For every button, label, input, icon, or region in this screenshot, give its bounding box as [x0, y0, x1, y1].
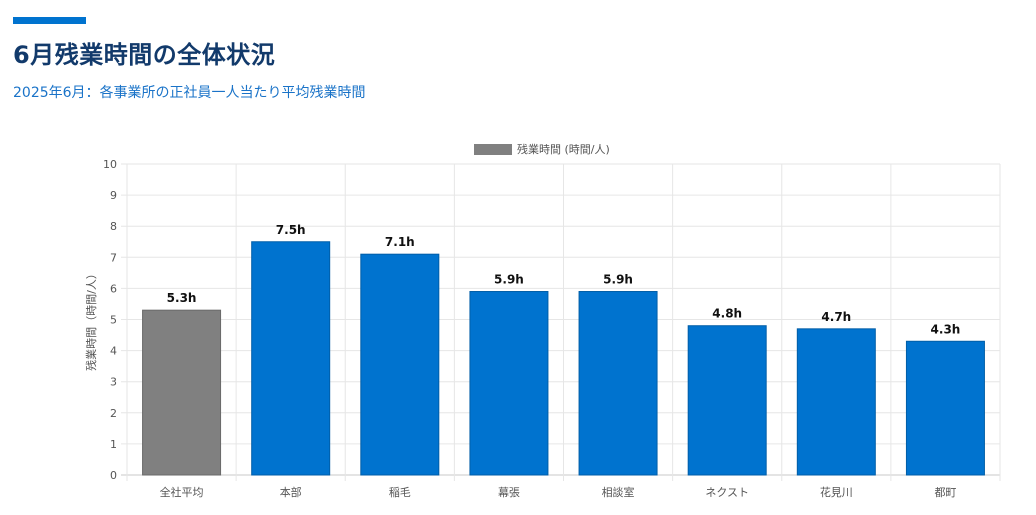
category-label: 稲毛 [389, 486, 411, 499]
bar-5 [687, 325, 767, 476]
y-tick-label: 6 [110, 282, 117, 295]
y-tick-label: 9 [110, 189, 117, 202]
bar-7 [905, 340, 985, 476]
legend-label: 残業時間 (時間/人) [517, 142, 610, 156]
y-tick-label: 7 [110, 251, 117, 264]
y-tick-label: 5 [110, 314, 117, 327]
bar-4 [578, 291, 658, 476]
legend-swatch [474, 144, 512, 155]
category-label: 全社平均 [160, 485, 204, 499]
y-tick-label: 1 [110, 438, 117, 451]
bar-3 [469, 291, 549, 476]
category-label: 本部 [280, 485, 302, 499]
page-subtitle: 2025年6月：各事業所の正社員一人当たり平均残業時間 [13, 85, 366, 101]
data-label: 4.8h [712, 307, 742, 321]
category-label: 相談室 [602, 485, 635, 499]
y-tick-label: 2 [110, 407, 117, 420]
data-label: 5.9h [494, 273, 524, 287]
category-label: 花見川 [820, 486, 853, 499]
y-axis-title: 残業時間（時間/人） [84, 268, 98, 371]
data-label: 4.3h [931, 322, 961, 336]
bar-2 [360, 253, 440, 476]
y-tick-label: 8 [110, 220, 117, 233]
data-label: 4.7h [821, 310, 851, 324]
y-tick-label: 3 [110, 376, 117, 389]
data-label: 7.5h [276, 223, 306, 237]
header-accent-bar [13, 17, 86, 24]
data-label: 7.1h [385, 235, 415, 249]
bar-6 [796, 328, 876, 476]
y-tick-label: 10 [103, 158, 117, 171]
bar-0 [142, 309, 222, 476]
category-label: 幕張 [498, 485, 520, 499]
data-label: 5.9h [603, 273, 633, 287]
page-title: 6月残業時間の全体状況 [13, 41, 276, 69]
category-label: ネクスト [705, 486, 749, 499]
y-tick-label: 4 [110, 345, 117, 358]
y-tick-label: 0 [110, 469, 117, 482]
bar-1 [251, 241, 331, 476]
data-label: 5.3h [167, 291, 197, 305]
category-label: 都町 [934, 486, 956, 499]
